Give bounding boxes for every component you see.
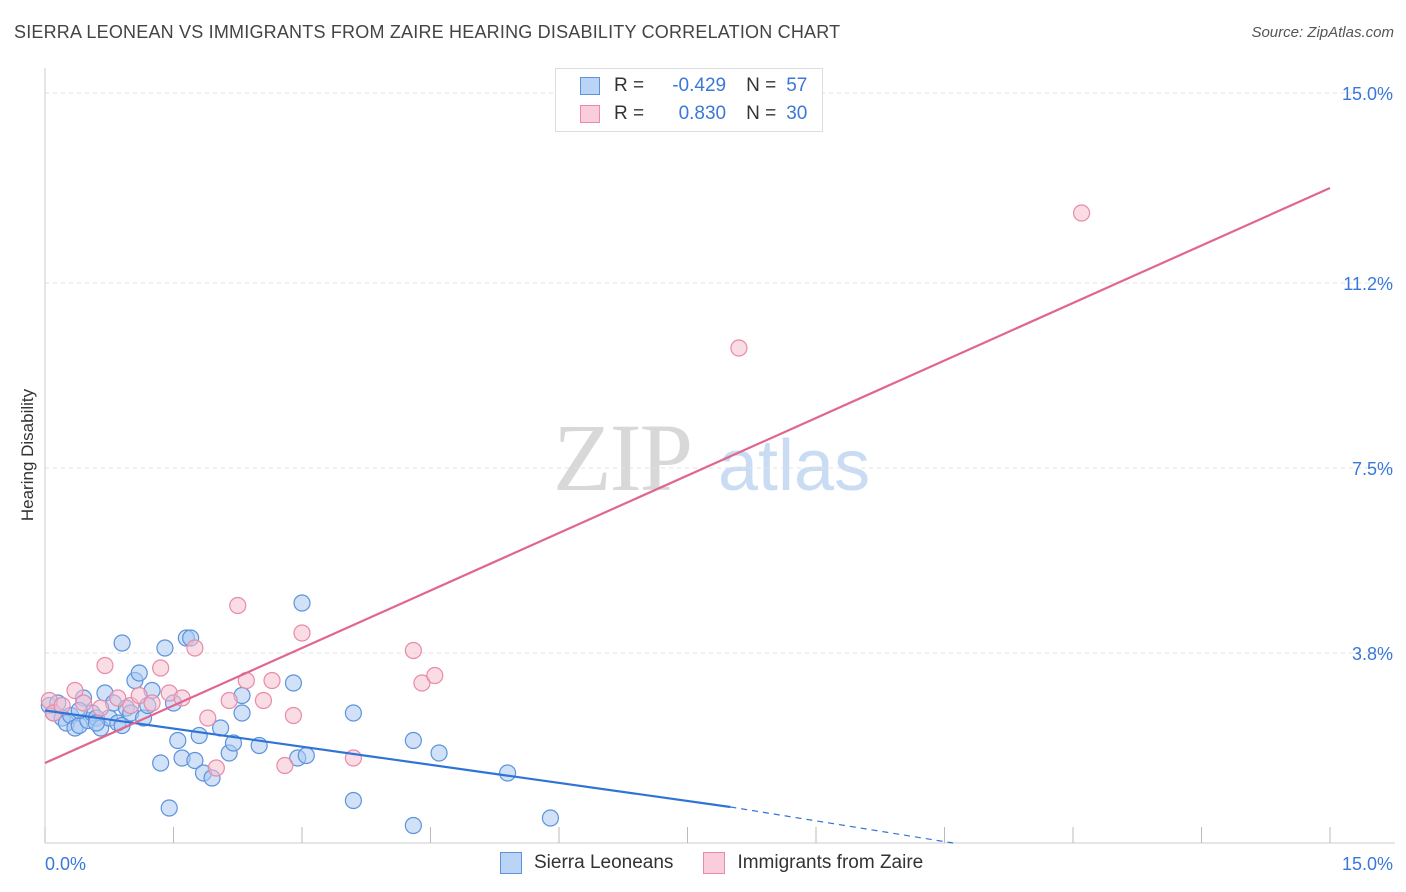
legend-item-sierra-leoneans: Sierra Leoneans xyxy=(500,852,673,874)
point-immigrant-zaire xyxy=(109,689,127,707)
stats-box: R = -0.429 N = 57 R = 0.830 N = 30 xyxy=(555,68,823,132)
stats-n-value-blue: 57 xyxy=(786,75,808,96)
point-sierra-leonean xyxy=(130,664,148,682)
stats-swatch-blue xyxy=(580,77,600,95)
point-sierra-leonean xyxy=(152,754,170,772)
point-immigrant-zaire xyxy=(92,699,110,717)
watermark-zip: ZIP xyxy=(553,404,691,511)
point-sierra-leonean xyxy=(233,704,251,722)
legend-swatch-pink xyxy=(703,852,726,874)
point-immigrant-zaire xyxy=(66,681,84,700)
point-sierra-leonean xyxy=(156,639,174,657)
point-immigrant-zaire xyxy=(284,706,303,725)
trendline-sierra-leonean-extension xyxy=(730,806,954,844)
point-sierra-leonean xyxy=(499,764,517,782)
point-sierra-leonean xyxy=(541,809,560,827)
stats-n-label-blue: N = xyxy=(746,75,777,96)
point-immigrant-zaire xyxy=(130,686,148,705)
stats-n-value-pink: 30 xyxy=(786,103,808,124)
point-immigrant-zaire xyxy=(263,671,281,690)
watermark-atlas: atlas xyxy=(718,426,870,506)
stats-n-label-pink: N = xyxy=(746,103,777,124)
chart-title: SIERRA LEONEAN VS IMMIGRANTS FROM ZAIRE … xyxy=(14,22,841,42)
legend-swatch-blue xyxy=(500,852,522,874)
stats-swatch-pink xyxy=(580,105,600,123)
point-sierra-leonean xyxy=(113,634,131,652)
y-tick-label: 7.5% xyxy=(1352,459,1393,479)
y-tick-label: 11.2% xyxy=(1343,274,1393,294)
legend-label-blue: Sierra Leoneans xyxy=(534,852,674,873)
point-sierra-leonean xyxy=(186,751,204,770)
point-immigrant-zaire xyxy=(730,339,748,357)
point-immigrant-zaire xyxy=(74,694,93,712)
legend-item-immigrants-from-zaire: Immigrants from Zaire xyxy=(703,852,923,874)
point-sierra-leonean xyxy=(169,731,187,750)
point-sierra-leonean xyxy=(404,816,422,835)
point-immigrant-zaire xyxy=(96,656,114,675)
point-immigrant-zaire xyxy=(276,756,294,775)
x-tick-label: 0.0% xyxy=(45,854,86,874)
point-sierra-leonean xyxy=(284,674,303,692)
point-sierra-leonean xyxy=(224,734,243,752)
point-immigrant-zaire xyxy=(426,666,444,685)
point-immigrant-zaire xyxy=(220,691,238,710)
point-immigrant-zaire xyxy=(293,624,311,642)
point-sierra-leonean xyxy=(404,731,422,750)
stats-row-blue: R = -0.429 N = 57 xyxy=(580,73,807,99)
point-immigrant-zaire xyxy=(404,641,422,660)
trendline-immigrant-zaire xyxy=(44,186,1331,765)
stats-r-value-pink: 0.830 xyxy=(678,103,727,124)
point-immigrant-zaire xyxy=(413,674,431,692)
y-axis-label: Hearing Disability xyxy=(18,388,37,522)
y-tick-label: 3.8% xyxy=(1352,644,1393,664)
point-sierra-leonean xyxy=(344,704,362,722)
point-immigrant-zaire xyxy=(152,659,170,677)
point-immigrant-zaire xyxy=(186,639,204,657)
point-immigrant-zaire xyxy=(229,596,247,615)
trendline-sierra-leonean xyxy=(44,709,731,809)
point-immigrant-zaire xyxy=(143,694,161,712)
point-sierra-leonean xyxy=(160,799,178,817)
legend-label-pink: Immigrants from Zaire xyxy=(737,852,924,873)
point-sierra-leonean xyxy=(297,746,315,765)
stats-row-pink: R = 0.830 N = 30 xyxy=(580,101,807,127)
point-sierra-leonean xyxy=(430,744,448,762)
stats-r-value-blue: -0.429 xyxy=(672,75,727,96)
y-tick-label: 15.0% xyxy=(1342,84,1393,104)
point-immigrant-zaire xyxy=(254,691,273,710)
x-tick-label: 15.0% xyxy=(1342,854,1393,874)
point-immigrant-zaire xyxy=(199,709,217,727)
point-immigrant-zaire xyxy=(1072,204,1091,222)
stats-r-label-pink: R = xyxy=(614,103,645,124)
point-sierra-leonean xyxy=(190,726,208,745)
stats-r-label-blue: R = xyxy=(614,75,645,96)
point-sierra-leonean xyxy=(344,791,362,810)
point-immigrant-zaire xyxy=(207,759,225,777)
legend: Sierra Leoneans Immigrants from Zaire xyxy=(500,852,953,874)
point-sierra-leonean xyxy=(293,594,311,612)
source-label: Source: ZipAtlas.com xyxy=(1251,24,1394,41)
